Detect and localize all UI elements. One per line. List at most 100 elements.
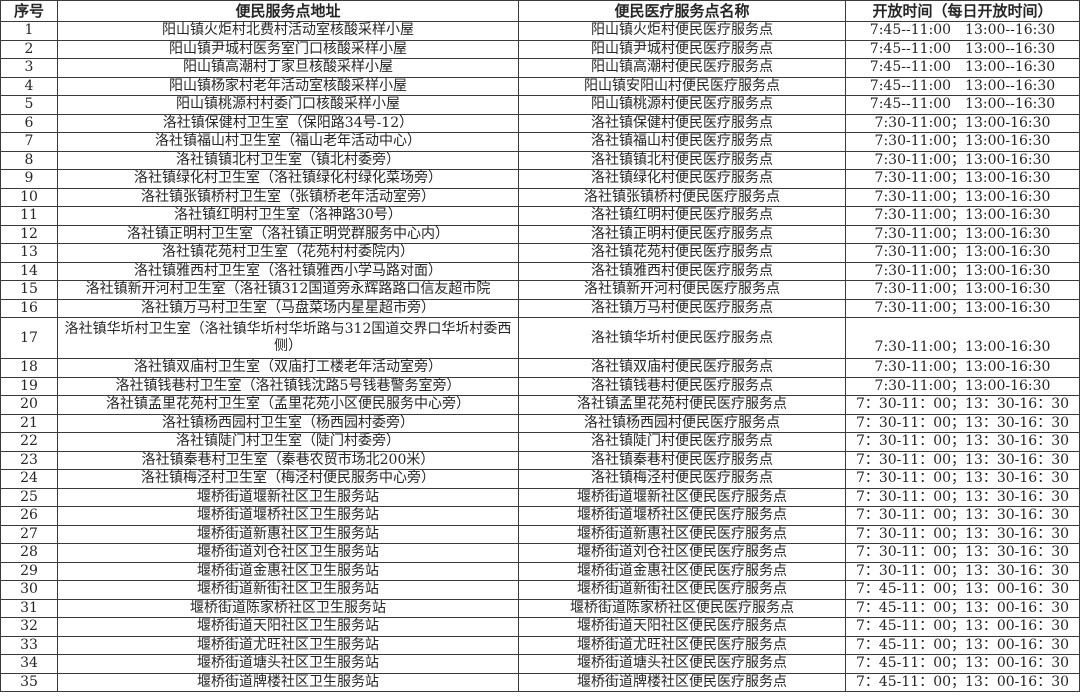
table-row: 14 洛社镇雅西村卫生室（洛社镇雅西小学马路对面） 洛社镇雅西村便民医疗服务点 … <box>0 261 1080 281</box>
col-header-open-hours: 开放时间（每日开放时间） <box>845 0 1080 22</box>
open-hours-cell: 7：30-11：00；13：30-16：30 <box>845 543 1080 563</box>
table-row: 19 洛社镇钱巷村卫生室（洛社镇钱沈路5号钱巷警务室旁） 洛社镇钱巷村便民医疗服… <box>0 376 1080 396</box>
service-name-cell: 洛社镇陡门村便民医疗服务点 <box>518 432 846 452</box>
row-index-cell: 14 <box>0 261 58 281</box>
address-cell: 堰桥街道新街社区卫生服务站 <box>57 580 519 600</box>
address-cell: 洛社镇张镇桥村卫生室（张镇桥老年活动室旁） <box>57 187 519 207</box>
row-index-cell: 24 <box>0 469 58 489</box>
service-name-cell: 洛社镇双庙村便民医疗服务点 <box>518 358 846 378</box>
address-cell: 洛社镇保健村卫生室（保阳路34号-12） <box>57 113 519 133</box>
row-index-cell: 33 <box>0 635 58 655</box>
address-cell: 洛社镇孟里花苑村卫生室（孟里花苑小区便民服务中心旁） <box>57 395 519 415</box>
open-hours-cell: 7：30-11：00；13：30-16：30 <box>845 450 1080 470</box>
address-cell: 堰桥街道刘仓社区卫生服务站 <box>57 543 519 563</box>
service-name-cell: 阳山镇安阳山村便民医疗服务点 <box>518 76 846 96</box>
open-hours-cell: 7：45-11：00；13：00-16：30 <box>845 654 1080 674</box>
table-body: 1 阳山镇火炬村北费村活动室核酸采样小屋 阳山镇火炬村便民医疗服务点 7:45-… <box>0 21 1080 692</box>
address-cell: 堰桥街道陈家桥社区卫生服务站 <box>57 598 519 618</box>
service-name-cell: 洛社镇绿化村便民医疗服务点 <box>518 169 846 189</box>
service-name-cell: 堰桥街道新惠社区便民医疗服务点 <box>518 524 846 544</box>
service-name-cell: 堰桥街道牌楼社区便民医疗服务点 <box>518 672 846 692</box>
row-index-cell: 32 <box>0 617 58 637</box>
open-hours-cell: 7:30-11:00；13:00-16:30 <box>845 280 1080 300</box>
row-index-cell: 25 <box>0 487 58 507</box>
service-name-cell: 洛社镇镇北村便民医疗服务点 <box>518 150 846 170</box>
row-index-cell: 26 <box>0 506 58 526</box>
row-index-cell: 7 <box>0 132 58 152</box>
table-header-row: 序号 便民服务点地址 便民医疗服务点名称 开放时间（每日开放时间） <box>0 0 1080 22</box>
row-index-cell: 2 <box>0 39 58 59</box>
table-row: 9 洛社镇绿化村卫生室（洛社镇绿化村绿化菜场旁） 洛社镇绿化村便民医疗服务点 7… <box>0 169 1080 189</box>
open-hours-cell: 7：30-11：00；13：30-16：30 <box>845 413 1080 433</box>
address-cell: 洛社镇梅泾村卫生室（梅泾村便民服务中心旁） <box>57 469 519 489</box>
address-cell: 阳山镇桃源村村委门口核酸采样小屋 <box>57 95 519 115</box>
service-name-cell: 洛社镇花苑村便民医疗服务点 <box>518 243 846 263</box>
address-cell: 洛社镇花苑村卫生室（花苑村村委院内） <box>57 243 519 263</box>
open-hours-cell: 7：30-11：00；13：30-16：30 <box>845 432 1080 452</box>
address-cell: 堰桥街道堰新社区卫生服务站 <box>57 487 519 507</box>
row-index-cell: 35 <box>0 672 58 692</box>
open-hours-cell: 7:30-11:00；13:00-16:30 <box>845 169 1080 189</box>
row-index-cell: 29 <box>0 561 58 581</box>
address-cell: 洛社镇绿化村卫生室（洛社镇绿化村绿化菜场旁） <box>57 169 519 189</box>
table-row: 15 洛社镇新开河村卫生室（洛社镇312国道旁永辉路路口信友超市院 洛社镇新开河… <box>0 280 1080 300</box>
service-name-cell: 堰桥街道金惠社区便民医疗服务点 <box>518 561 846 581</box>
address-cell: 洛社镇秦巷村卫生室（秦巷农贸市场北200米） <box>57 450 519 470</box>
service-name-cell: 阳山镇尹城村便民医疗服务点 <box>518 39 846 59</box>
open-hours-cell: 7:45--11:00 13:00--16:30 <box>845 95 1080 115</box>
row-index-cell: 15 <box>0 280 58 300</box>
open-hours-cell: 7:30-11:00；13:00-16:30 <box>845 243 1080 263</box>
table-row: 26 堰桥街道堰桥社区卫生服务站 堰桥街道堰桥社区便民医疗服务点 7：30-11… <box>0 506 1080 526</box>
open-hours-cell: 7:30-11:00；13:00-16:30 <box>845 113 1080 133</box>
open-hours-cell: 7：45-11：00；13：00-16：30 <box>845 635 1080 655</box>
address-cell: 堰桥街道塘头社区卫生服务站 <box>57 654 519 674</box>
service-name-cell: 堰桥街道堰桥社区便民医疗服务点 <box>518 506 846 526</box>
row-index-cell: 11 <box>0 206 58 226</box>
open-hours-cell: 7:30-11:00；13:00-16:30 <box>845 132 1080 152</box>
open-hours-cell: 7:45--11:00 13:00--16:30 <box>845 39 1080 59</box>
open-hours-cell: 7：30-11：00；13：30-16：30 <box>845 395 1080 415</box>
service-name-cell: 洛社镇孟里花苑村便民医疗服务点 <box>518 395 846 415</box>
open-hours-cell: 7:45--11:00 13:00--16:30 <box>845 76 1080 96</box>
table-row: 21 洛社镇杨西园村卫生室（杨西园村委旁） 洛社镇杨西园村便民医疗服务点 7：3… <box>0 413 1080 433</box>
table-row: 12 洛社镇正明村卫生室（洛社镇正明党群服务中心内） 洛社镇正明村便民医疗服务点… <box>0 224 1080 244</box>
row-index-cell: 28 <box>0 543 58 563</box>
table-row: 29 堰桥街道金惠社区卫生服务站 堰桥街道金惠社区便民医疗服务点 7：30-11… <box>0 561 1080 581</box>
service-name-cell: 洛社镇杨西园村便民医疗服务点 <box>518 413 846 433</box>
address-cell: 洛社镇华圻村卫生室（洛社镇华圻村华圻路与312国道交界口华圻村委西侧） <box>57 317 519 359</box>
service-name-cell: 堰桥街道新街社区便民医疗服务点 <box>518 580 846 600</box>
table-row: 27 堰桥街道新惠社区卫生服务站 堰桥街道新惠社区便民医疗服务点 7：30-11… <box>0 524 1080 544</box>
address-cell: 洛社镇杨西园村卫生室（杨西园村委旁） <box>57 413 519 433</box>
table-row: 18 洛社镇双庙村卫生室（双庙打工楼老年活动室旁） 洛社镇双庙村便民医疗服务点 … <box>0 358 1080 378</box>
service-name-cell: 洛社镇钱巷村便民医疗服务点 <box>518 376 846 396</box>
row-index-cell: 9 <box>0 169 58 189</box>
service-name-cell: 洛社镇红明村便民医疗服务点 <box>518 206 846 226</box>
row-index-cell: 21 <box>0 413 58 433</box>
address-cell: 洛社镇正明村卫生室（洛社镇正明党群服务中心内） <box>57 224 519 244</box>
table-row: 2 阳山镇尹城村医务室门口核酸采样小屋 阳山镇尹城村便民医疗服务点 7:45--… <box>0 39 1080 59</box>
service-name-cell: 洛社镇雅西村便民医疗服务点 <box>518 261 846 281</box>
row-index-cell: 3 <box>0 58 58 78</box>
row-index-cell: 16 <box>0 298 58 318</box>
row-index-cell: 1 <box>0 21 58 41</box>
address-cell: 洛社镇新开河村卫生室（洛社镇312国道旁永辉路路口信友超市院 <box>57 280 519 300</box>
address-cell: 阳山镇火炬村北费村活动室核酸采样小屋 <box>57 21 519 41</box>
open-hours-cell: 7：30-11：00；13：30-16：30 <box>845 524 1080 544</box>
table-row: 33 堰桥街道尤旺社区卫生服务站 堰桥街道尤旺社区便民医疗服务点 7：45-11… <box>0 635 1080 655</box>
table-row: 20 洛社镇孟里花苑村卫生室（孟里花苑小区便民服务中心旁） 洛社镇孟里花苑村便民… <box>0 395 1080 415</box>
open-hours-cell: 7：45-11：00；13：00-16：30 <box>845 580 1080 600</box>
address-cell: 阳山镇高潮村丁家旦核酸采样小屋 <box>57 58 519 78</box>
col-header-name: 便民医疗服务点名称 <box>518 0 846 22</box>
service-name-cell: 洛社镇张镇桥村便民医疗服务点 <box>518 187 846 207</box>
service-name-cell: 堰桥街道尤旺社区便民医疗服务点 <box>518 635 846 655</box>
open-hours-cell: 7:30-11:00；13:00-16:30 <box>845 298 1080 318</box>
table-row: 13 洛社镇花苑村卫生室（花苑村村委院内） 洛社镇花苑村便民医疗服务点 7:30… <box>0 243 1080 263</box>
table-row: 22 洛社镇陡门村卫生室（陡门村委旁） 洛社镇陡门村便民医疗服务点 7：30-1… <box>0 432 1080 452</box>
table-row: 7 洛社镇福山村卫生室（福山老年活动中心） 洛社镇福山村便民医疗服务点 7:30… <box>0 132 1080 152</box>
service-name-cell: 堰桥街道堰新社区便民医疗服务点 <box>518 487 846 507</box>
table-row: 6 洛社镇保健村卫生室（保阳路34号-12） 洛社镇保健村便民医疗服务点 7:3… <box>0 113 1080 133</box>
service-name-cell: 洛社镇保健村便民医疗服务点 <box>518 113 846 133</box>
table-row: 28 堰桥街道刘仓社区卫生服务站 堰桥街道刘仓社区便民医疗服务点 7：30-11… <box>0 543 1080 563</box>
address-cell: 洛社镇钱巷村卫生室（洛社镇钱沈路5号钱巷警务室旁） <box>57 376 519 396</box>
table-row: 35 堰桥街道牌楼社区卫生服务站 堰桥街道牌楼社区便民医疗服务点 7：45-11… <box>0 672 1080 692</box>
